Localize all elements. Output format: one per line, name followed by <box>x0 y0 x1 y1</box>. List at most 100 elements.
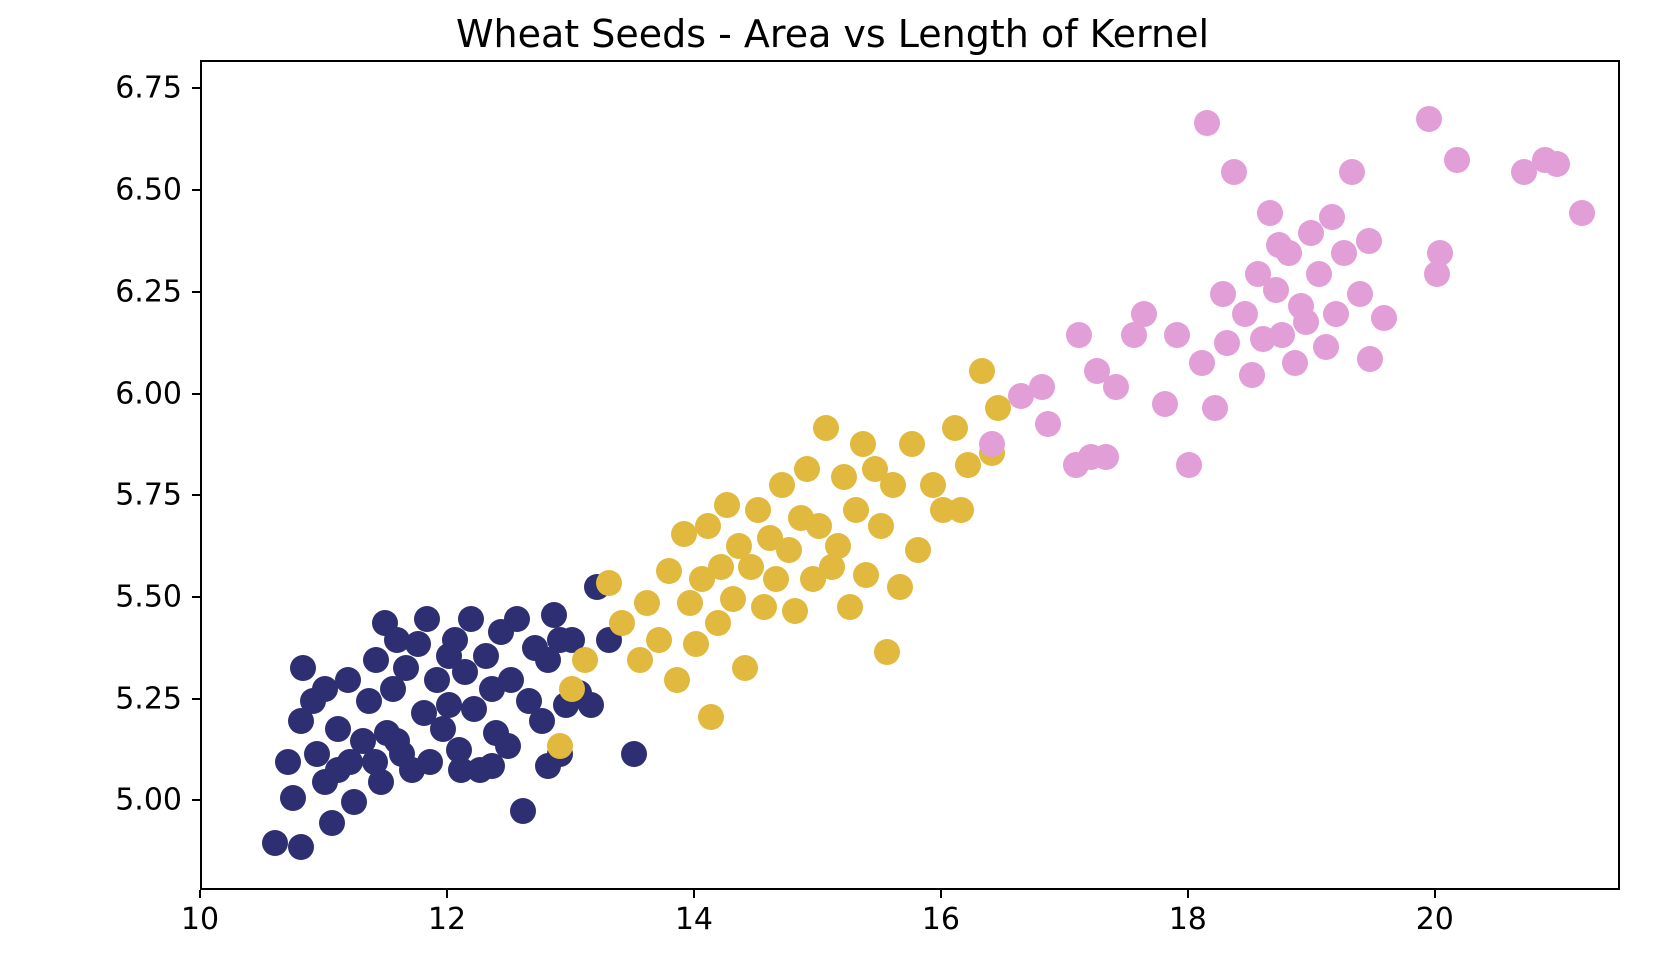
chart-title: Wheat Seeds - Area vs Length of Kernel <box>0 12 1665 56</box>
data-point <box>1239 362 1265 388</box>
data-point <box>473 643 499 669</box>
data-point <box>732 655 758 681</box>
data-point <box>1176 452 1202 478</box>
data-point <box>1093 444 1119 470</box>
data-point <box>769 472 795 498</box>
data-point <box>1306 261 1332 287</box>
data-point <box>510 798 536 824</box>
data-point <box>368 769 394 795</box>
data-point <box>1544 151 1570 177</box>
y-tick-mark <box>192 87 200 89</box>
data-point <box>868 513 894 539</box>
data-point <box>504 606 530 632</box>
data-point <box>813 415 839 441</box>
data-point <box>262 830 288 856</box>
data-point <box>776 537 802 563</box>
data-point <box>621 741 647 767</box>
data-point <box>1356 228 1382 254</box>
data-point <box>1189 350 1215 376</box>
data-point <box>417 749 443 775</box>
data-point <box>745 497 771 523</box>
x-tick-mark <box>446 890 448 898</box>
data-point <box>714 492 740 518</box>
y-tick-label: 6.50 <box>92 173 182 208</box>
y-tick-label: 5.00 <box>92 783 182 818</box>
data-point <box>720 586 746 612</box>
data-point <box>1427 240 1453 266</box>
y-tick-mark <box>192 393 200 395</box>
data-point <box>424 667 450 693</box>
data-point <box>356 688 382 714</box>
data-point <box>1131 301 1157 327</box>
x-tick-label: 20 <box>1416 902 1454 937</box>
y-tick-mark <box>192 799 200 801</box>
y-tick-mark <box>192 596 200 598</box>
data-point <box>1347 281 1373 307</box>
data-point <box>325 716 351 742</box>
data-point <box>341 789 367 815</box>
y-tick-mark <box>192 698 200 700</box>
data-point <box>448 757 474 783</box>
y-tick-label: 6.75 <box>92 71 182 106</box>
y-tick-label: 5.25 <box>92 681 182 716</box>
data-point <box>920 472 946 498</box>
data-point <box>1357 346 1383 372</box>
data-point <box>899 431 925 457</box>
data-point <box>1194 110 1220 136</box>
data-point <box>874 639 900 665</box>
data-point <box>705 610 731 636</box>
x-tick-mark <box>693 890 695 898</box>
data-point <box>794 456 820 482</box>
data-point <box>498 667 524 693</box>
data-point <box>541 602 567 628</box>
data-point <box>363 647 389 673</box>
y-tick-mark <box>192 291 200 293</box>
data-point <box>1152 391 1178 417</box>
data-point <box>1416 106 1442 132</box>
data-point <box>275 749 301 775</box>
data-point <box>627 647 653 673</box>
x-tick-label: 16 <box>922 902 960 937</box>
data-point <box>1202 395 1228 421</box>
data-point <box>479 753 505 779</box>
x-tick-label: 18 <box>1169 902 1207 937</box>
data-point <box>695 513 721 539</box>
data-point <box>683 631 709 657</box>
x-tick-label: 10 <box>181 902 219 937</box>
data-point <box>905 537 931 563</box>
data-point <box>738 554 764 580</box>
data-point <box>1266 232 1292 258</box>
data-point <box>596 570 622 596</box>
data-point <box>782 598 808 624</box>
data-point <box>664 667 690 693</box>
y-tick-label: 6.00 <box>92 376 182 411</box>
data-point <box>325 757 351 783</box>
data-point <box>384 627 410 653</box>
data-point <box>1164 322 1190 348</box>
data-point <box>312 676 338 702</box>
data-point <box>1232 301 1258 327</box>
data-point <box>634 590 660 616</box>
data-point <box>458 606 484 632</box>
x-tick-mark <box>940 890 942 898</box>
y-tick-label: 5.75 <box>92 478 182 513</box>
data-point <box>751 594 777 620</box>
data-point <box>887 574 913 600</box>
x-tick-label: 14 <box>675 902 713 937</box>
y-tick-label: 5.50 <box>92 580 182 615</box>
data-point <box>559 676 585 702</box>
data-point <box>942 415 968 441</box>
data-point <box>677 590 703 616</box>
data-point <box>529 708 555 734</box>
data-point <box>1323 301 1349 327</box>
data-point <box>547 733 573 759</box>
data-point <box>1319 204 1345 230</box>
data-point <box>698 704 724 730</box>
data-point <box>1269 322 1295 348</box>
data-point <box>1257 200 1283 226</box>
data-point <box>1035 411 1061 437</box>
chart-container: Wheat Seeds - Area vs Length of Kernel 1… <box>0 0 1665 967</box>
data-point <box>1263 277 1289 303</box>
data-point <box>853 562 879 588</box>
data-point <box>646 627 672 653</box>
